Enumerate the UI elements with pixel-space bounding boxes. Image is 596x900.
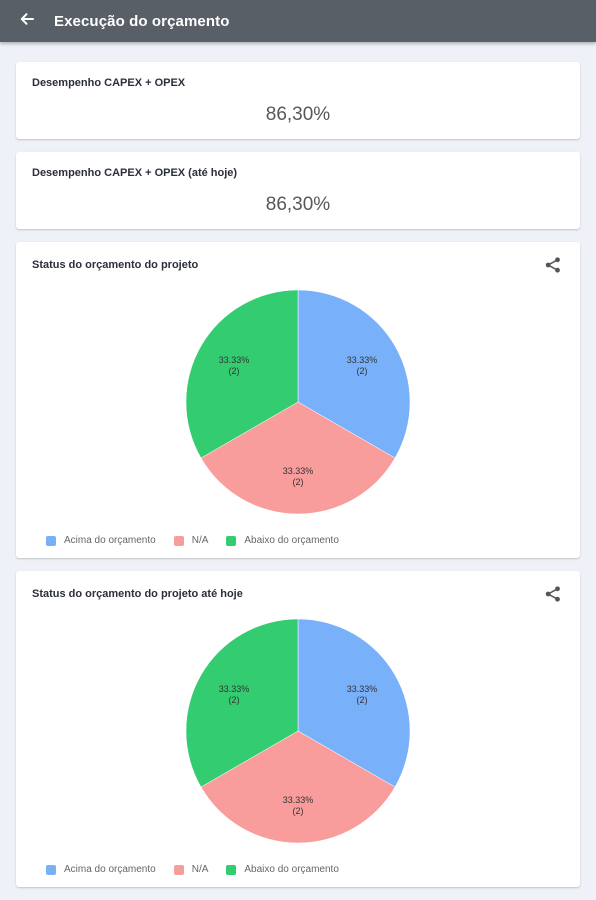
pie-slice-above-budget[interactable] [297,289,411,459]
pie-slice-above-budget[interactable] [297,618,411,788]
slice-percent-label: 33.33% [283,466,314,476]
share-icon [544,585,562,608]
slice-count-label: (2) [357,366,368,376]
slice-percent-label: 33.33% [219,684,250,694]
legend-swatch [173,535,184,546]
pie-slice-na[interactable] [200,401,396,515]
legend-item-na[interactable]: N/A [173,864,209,875]
page-title: Execução do orçamento [54,12,230,30]
slice-count-label: (2) [228,695,239,705]
kpi-card-capex-opex-to-date: Desempenho CAPEX + OPEX (até hoje) 86,30… [16,152,580,229]
kpi-card-capex-opex: Desempenho CAPEX + OPEX 86,30% [16,62,580,139]
legend-item-na[interactable]: N/A [173,535,209,546]
slice-percent-label: 33.33% [219,355,250,365]
legend-swatch [226,535,237,546]
legend-swatch [46,864,56,875]
kpi-title: Desempenho CAPEX + OPEX [32,77,186,89]
chart-card-budget-status-to-date: Status do orçamento do projeto até hoje … [16,571,580,887]
share-button[interactable] [542,585,564,607]
legend-label: N/A [191,535,209,546]
legend-label: Abaixo do orçamento [244,535,339,546]
chart-legend: Acima do orçamento N/A Abaixo do orçamen… [46,864,357,875]
legend-item-below-budget[interactable]: Abaixo do orçamento [226,535,339,546]
legend-swatch [226,864,237,875]
back-button[interactable] [0,0,54,42]
kpi-value: 86,30% [265,104,331,125]
kpi-title: Desempenho CAPEX + OPEX (até hoje) [32,167,238,179]
legend-label: Acima do orçamento [64,535,156,546]
app-bar: Execução do orçamento [0,0,596,42]
legend-item-below-budget[interactable]: Abaixo do orçamento [226,864,339,875]
share-icon [544,256,562,279]
legend-label: Acima do orçamento [64,864,156,875]
chart-title: Status do orçamento do projeto até hoje [32,588,243,600]
pie-chart: 33.33%(2)33.33%(2)33.33%(2) [185,289,411,515]
legend-swatch [46,535,56,546]
chart-card-budget-status: Status do orçamento do projeto 33.33% (2)… [16,242,580,558]
share-button[interactable] [542,256,564,278]
slice-percent-label: 33.33% [347,684,378,694]
pie-chart: 33.33%(2)33.33%(2)33.33%(2) [185,618,411,844]
slice-count-label: (2) [293,477,304,487]
slice-count-label: (2) [228,366,239,376]
pie-slice-below-budget[interactable] [185,618,299,788]
kpi-value: 86,30% [265,194,331,215]
pie-slice-below-budget[interactable] [185,289,299,459]
slice-count-label: (2) [357,695,368,705]
slice-percent-label: 33.33% [283,795,314,805]
legend-label: Abaixo do orçamento [244,864,339,875]
arrow-left-icon [19,11,35,32]
legend-item-above-budget[interactable]: Acima do orçamento [46,864,156,875]
legend-swatch [173,864,184,875]
legend-item-above-budget[interactable]: Acima do orçamento [46,535,156,546]
chart-legend: Acima do orçamento N/A Abaixo do orçamen… [46,535,357,546]
legend-label: N/A [191,864,209,875]
slice-percent-label: 33.33% [347,355,378,365]
pie-slice-na[interactable] [200,730,396,844]
slice-count-label: (2) [293,806,304,816]
chart-title: Status do orçamento do projeto [32,259,199,271]
